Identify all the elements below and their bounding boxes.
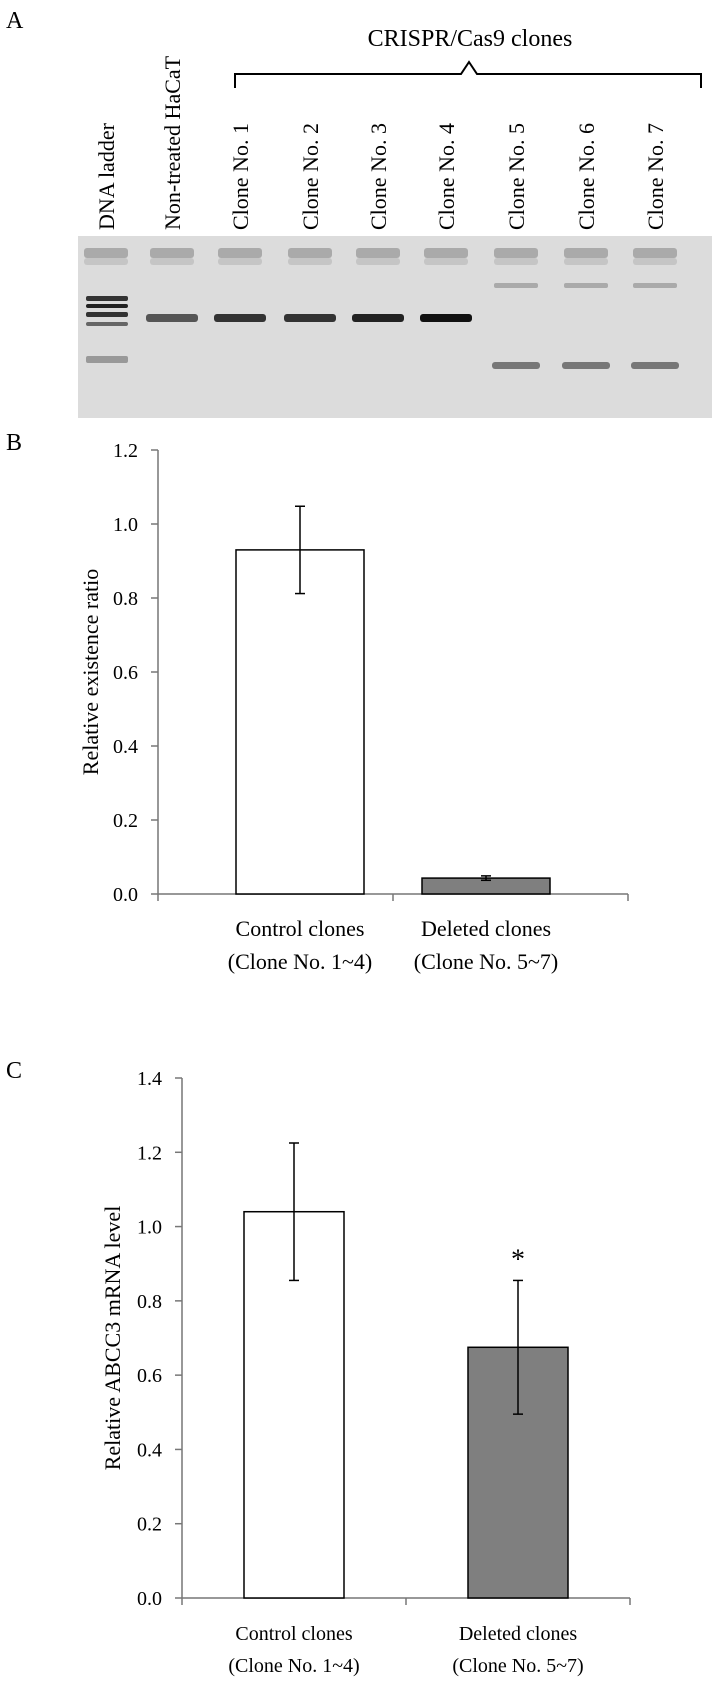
gel-well-band [84,258,128,265]
sample-band-upper [420,314,472,322]
gel-well-band [564,248,608,258]
significance-marker: * [511,1244,525,1275]
y-tick-label: 1.0 [137,1217,162,1239]
category-label: Deleted clones [421,916,551,941]
lane-label: Clone No. 3 [366,123,391,230]
sample-band-faint [494,283,538,288]
sample-band-lower [562,362,610,369]
y-tick-label: 0.0 [113,884,138,906]
lane-label: Clone No. 7 [643,123,668,230]
category-label: Control clones [235,1623,352,1645]
ladder-band [86,296,128,301]
gel-well-band [84,248,128,258]
lane-label: Clone No. 6 [574,123,599,230]
sample-band-lower [492,362,540,369]
gel-well-band [494,248,538,258]
gel-panel: A CRISPR/Cas9 clones DNA ladder Non-treat… [6,8,712,418]
panel-letter-b: B [6,430,22,456]
y-tick-label: 0.4 [137,1439,162,1461]
gel-well-band [356,258,400,265]
y-tick-label: 0.2 [137,1514,162,1536]
lane-label: Clone No. 2 [298,123,323,230]
ladder-band [86,304,128,308]
bar [235,549,365,895]
gel-well-band [424,248,468,258]
lane-label: Clone No. 1 [228,123,253,230]
gel-well-band [633,258,677,265]
sample-band-upper [214,314,266,322]
panel-letter-c: C [6,1058,22,1084]
gel-well-band [218,258,262,265]
gel-well-band [633,248,677,258]
gel-well-band [218,248,262,258]
sample-band-upper [352,314,404,322]
ladder-band [86,312,128,317]
panel-letter-a: A [6,8,24,34]
chart-panel-c: C 0.0 0.2 0.4 0.6 0.8 1.0 1.2 1.4 Relative ABCC3… [6,1058,631,1677]
y-tick-label: 0.0 [137,1588,162,1610]
lane-label: Clone No. 4 [434,123,459,230]
y-tick-label: 1.0 [113,514,138,536]
gel-well-band [288,248,332,258]
gel-well-band [494,258,538,265]
lane-labels: DNA ladder Non-treated HaCaT Clone No. 1 Cl… [94,55,668,230]
y-tick-label: 1.2 [137,1142,162,1164]
lane-label: Non-treated HaCaT [160,55,185,230]
sample-band-upper [284,314,336,322]
y-tick-label: 0.4 [113,736,138,758]
category-label: (Clone No. 1~4) [228,1655,359,1677]
ladder-band [86,322,128,326]
gel-well-band [424,258,468,265]
y-tick-label: 1.2 [113,440,138,462]
chart-b-body: 0.0 0.2 0.4 0.6 0.8 1.0 1.2 Relative existence … [78,440,629,974]
category-label: Control clones [236,916,365,941]
gel-well-band [150,258,194,265]
sample-band-lower [631,362,679,369]
category-label: Deleted clones [459,1623,577,1645]
chart-c-body: 0.0 0.2 0.4 0.6 0.8 1.0 1.2 1.4 Relative ABCC3 m… [100,1068,631,1677]
gel-well-band [564,258,608,265]
gel-background [78,236,712,418]
y-tick-label: 0.6 [137,1365,162,1387]
gel-well-band [150,248,194,258]
y-tick-label: 0.2 [113,810,138,832]
y-tick-label: 0.8 [137,1291,162,1313]
category-label: (Clone No. 5~7) [452,1655,583,1677]
lane-label: DNA ladder [94,122,119,230]
sample-band-upper [146,314,198,322]
lane-label: Clone No. 5 [504,123,529,230]
crispr-bracket [234,60,702,88]
bracket-label: CRISPR/Cas9 clones [368,26,573,52]
y-axis-label: Relative ABCC3 mRNA level [100,1206,125,1471]
sample-band-faint [633,283,677,288]
gel-well-band [288,258,332,265]
chart-panel-b: B 0.0 0.2 0.4 0.6 0.8 1.0 1.2 Relative existenc… [6,430,629,974]
y-tick-label: 0.8 [113,588,138,610]
ladder-band [86,356,128,363]
category-label: (Clone No. 5~7) [414,949,559,974]
sample-band-faint [564,283,608,288]
gel-well-band [356,248,400,258]
gel-bands [84,248,679,369]
y-axis-label: Relative existence ratio [78,569,103,775]
y-tick-label: 0.6 [113,662,138,684]
y-tick-label: 1.4 [137,1068,162,1090]
category-label: (Clone No. 1~4) [228,949,373,974]
